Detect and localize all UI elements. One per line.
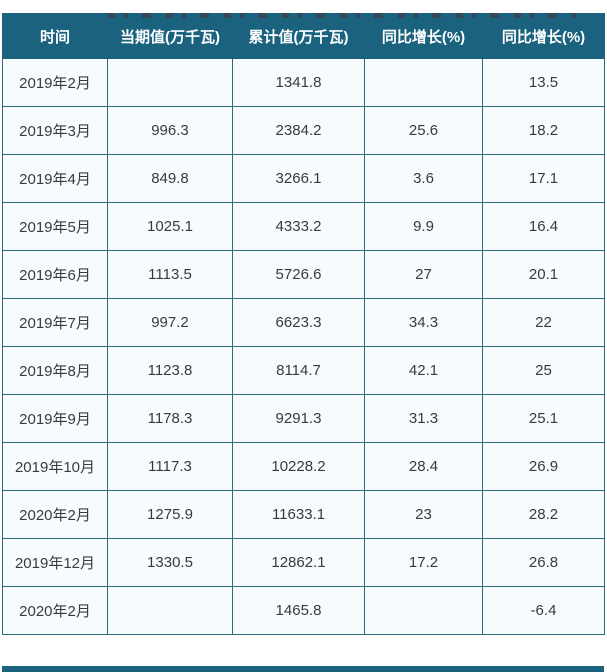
table-row: 2019年2月 1341.8 13.5 — [2, 58, 605, 107]
cell-yoy-growth: 27 — [364, 250, 483, 299]
cell-time: 2019年4月 — [2, 154, 108, 203]
cell-cumulative-value: 6623.3 — [232, 298, 365, 347]
table-row: 2020年2月 1275.9 11633.1 23 28.2 — [2, 490, 605, 539]
cell-yoy-growth-2: 16.4 — [482, 202, 605, 251]
cell-time: 2020年2月 — [2, 490, 108, 539]
col-header-time: 时间 — [2, 13, 108, 59]
cell-current-value: 996.3 — [107, 106, 233, 155]
data-table: 时间 当期值(万千瓦) 累计值(万千瓦) 同比增长(%) 同比增长(%) 201… — [2, 13, 605, 635]
cell-yoy-growth-2: 26.8 — [482, 538, 605, 587]
cell-cumulative-value: 4333.2 — [232, 202, 365, 251]
cell-time: 2019年8月 — [2, 346, 108, 395]
cell-time: 2019年7月 — [2, 298, 108, 347]
cell-current-value — [107, 58, 233, 107]
cell-yoy-growth: 42.1 — [364, 346, 483, 395]
cell-current-value: 997.2 — [107, 298, 233, 347]
page: 时间 当期值(万千瓦) 累计值(万千瓦) 同比增长(%) 同比增长(%) 201… — [0, 13, 607, 672]
cell-current-value: 849.8 — [107, 154, 233, 203]
cell-yoy-growth-2: 25.1 — [482, 394, 605, 443]
cell-time: 2019年2月 — [2, 58, 108, 107]
cell-time: 2019年5月 — [2, 202, 108, 251]
table-row: 2019年8月 1123.8 8114.7 42.1 25 — [2, 346, 605, 395]
cell-yoy-growth — [364, 58, 483, 107]
cell-cumulative-value: 11633.1 — [232, 490, 365, 539]
cell-time: 2019年9月 — [2, 394, 108, 443]
table-row: 2019年7月 997.2 6623.3 34.3 22 — [2, 298, 605, 347]
cell-current-value: 1178.3 — [107, 394, 233, 443]
table-row: 2019年9月 1178.3 9291.3 31.3 25.1 — [2, 394, 605, 443]
cell-yoy-growth: 23 — [364, 490, 483, 539]
cell-yoy-growth-2: -6.4 — [482, 586, 605, 635]
table-row: 2019年12月 1330.5 12862.1 17.2 26.8 — [2, 538, 605, 587]
table-row: 2019年5月 1025.1 4333.2 9.9 16.4 — [2, 202, 605, 251]
cell-current-value: 1117.3 — [107, 442, 233, 491]
cell-cumulative-value: 3266.1 — [232, 154, 365, 203]
cell-current-value: 1330.5 — [107, 538, 233, 587]
cell-cumulative-value: 5726.6 — [232, 250, 365, 299]
cropped-title-remnant — [108, 13, 576, 18]
cell-yoy-growth: 9.9 — [364, 202, 483, 251]
col-header-cumulative-value: 累计值(万千瓦) — [232, 13, 365, 59]
cell-current-value: 1113.5 — [107, 250, 233, 299]
cell-cumulative-value: 1341.8 — [232, 58, 365, 107]
cell-current-value: 1123.8 — [107, 346, 233, 395]
table-header: 时间 当期值(万千瓦) 累计值(万千瓦) 同比增长(%) 同比增长(%) — [2, 13, 605, 59]
cell-yoy-growth: 3.6 — [364, 154, 483, 203]
cell-current-value: 1025.1 — [107, 202, 233, 251]
cell-time: 2019年12月 — [2, 538, 108, 587]
cell-yoy-growth: 31.3 — [364, 394, 483, 443]
cell-yoy-growth-2: 20.1 — [482, 250, 605, 299]
cell-yoy-growth-2: 26.9 — [482, 442, 605, 491]
col-header-yoy-growth: 同比增长(%) — [364, 13, 483, 59]
next-table-edge-bar — [2, 666, 604, 672]
table-row: 2019年10月 1117.3 10228.2 28.4 26.9 — [2, 442, 605, 491]
table-body: 2019年2月 1341.8 13.5 2019年3月 996.3 2384.2 25.6 1… — [2, 58, 605, 635]
table-row: 2019年3月 996.3 2384.2 25.6 18.2 — [2, 106, 605, 155]
cell-time: 2019年6月 — [2, 250, 108, 299]
cell-time: 2020年2月 — [2, 586, 108, 635]
cell-yoy-growth: 17.2 — [364, 538, 483, 587]
cell-yoy-growth: 28.4 — [364, 442, 483, 491]
cell-yoy-growth-2: 22 — [482, 298, 605, 347]
cell-time: 2019年3月 — [2, 106, 108, 155]
table-row: 2019年6月 1113.5 5726.6 27 20.1 — [2, 250, 605, 299]
cell-yoy-growth-2: 13.5 — [482, 58, 605, 107]
cell-cumulative-value: 2384.2 — [232, 106, 365, 155]
cell-cumulative-value: 12862.1 — [232, 538, 365, 587]
cell-cumulative-value: 1465.8 — [232, 586, 365, 635]
table-row: 2020年2月 1465.8 -6.4 — [2, 586, 605, 635]
cell-yoy-growth: 34.3 — [364, 298, 483, 347]
table-row: 2019年4月 849.8 3266.1 3.6 17.1 — [2, 154, 605, 203]
cell-yoy-growth-2: 25 — [482, 346, 605, 395]
cell-current-value: 1275.9 — [107, 490, 233, 539]
cell-yoy-growth-2: 17.1 — [482, 154, 605, 203]
cell-yoy-growth: 25.6 — [364, 106, 483, 155]
header-row: 时间 当期值(万千瓦) 累计值(万千瓦) 同比增长(%) 同比增长(%) — [2, 13, 605, 59]
col-header-current-value: 当期值(万千瓦) — [107, 13, 233, 59]
cell-current-value — [107, 586, 233, 635]
cell-yoy-growth — [364, 586, 483, 635]
cell-time: 2019年10月 — [2, 442, 108, 491]
cell-yoy-growth-2: 28.2 — [482, 490, 605, 539]
cell-cumulative-value: 8114.7 — [232, 346, 365, 395]
cell-cumulative-value: 10228.2 — [232, 442, 365, 491]
col-header-yoy-growth-2: 同比增长(%) — [482, 13, 605, 59]
cell-cumulative-value: 9291.3 — [232, 394, 365, 443]
cell-yoy-growth-2: 18.2 — [482, 106, 605, 155]
